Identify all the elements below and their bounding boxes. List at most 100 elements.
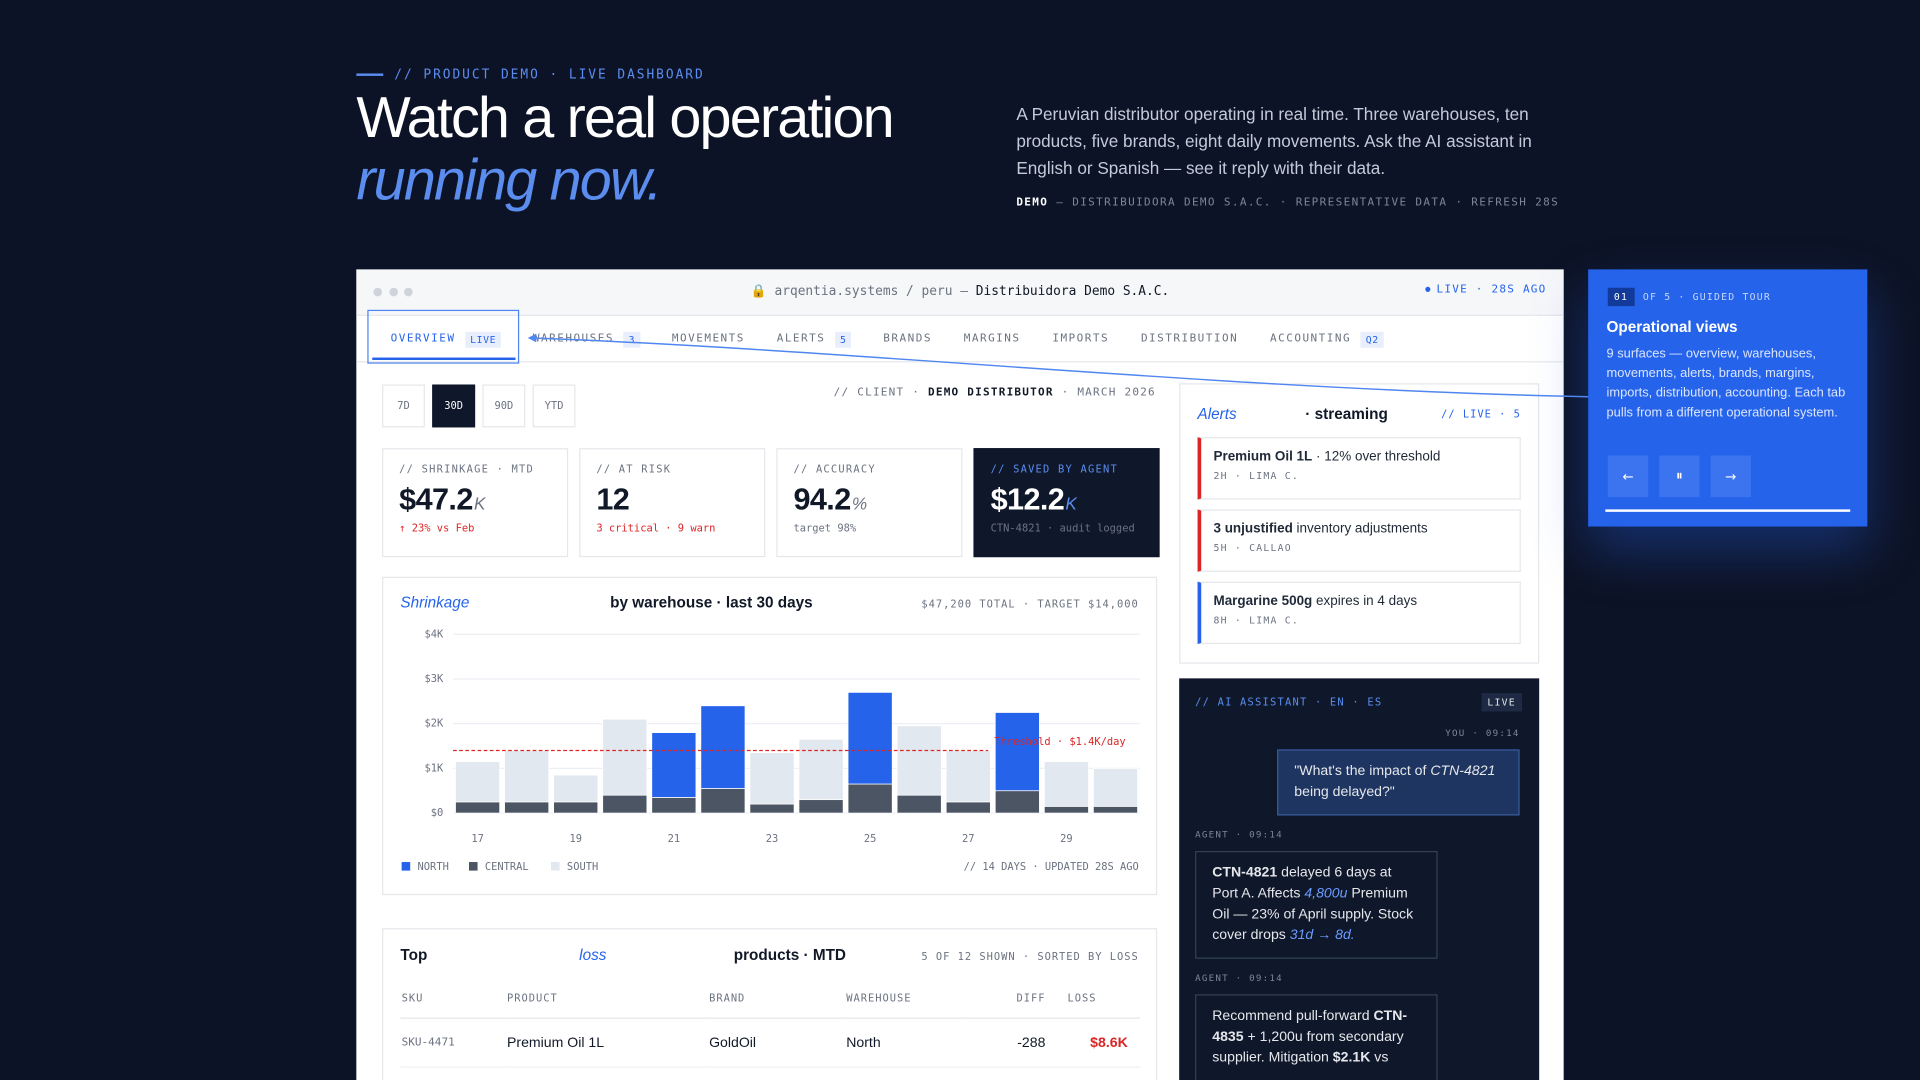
tab[interactable]: IMPORTS xyxy=(1052,333,1109,345)
table-body: SKU-4471 Premium Oil 1L GoldOil North -288 $8… xyxy=(400,1018,1140,1080)
bar-segment xyxy=(1093,767,1138,807)
table-cell: Central xyxy=(845,1067,965,1080)
bar-segment xyxy=(553,801,599,814)
message-meta: AGENT · 09:14 xyxy=(1195,972,1283,984)
text-run: delayed 6 days at Port A. Affects xyxy=(1212,865,1392,902)
bar-segment xyxy=(994,790,1040,814)
bar-segment xyxy=(798,738,844,801)
messages: YOU · 09:14 "What's the impact of CTN-482… xyxy=(1195,727,1520,1080)
text-run: Margarine 500g xyxy=(1213,593,1313,609)
assistant-header: // AI ASSISTANT · EN · ES xyxy=(1195,696,1383,709)
legend-swatch xyxy=(401,862,411,871)
tab[interactable]: DISTRIBUTION xyxy=(1141,333,1238,345)
kpi-value: 94.2 xyxy=(793,482,851,517)
kpi-card: // ACCURACY 94.2% target 98% xyxy=(776,448,963,558)
period-button[interactable]: 30D xyxy=(432,384,476,428)
x-tick-label: 19 xyxy=(569,833,582,845)
eyebrow: // PRODUCT DEMO · LIVE DASHBOARD xyxy=(356,67,704,82)
text-run: Premium Oil 1L xyxy=(1213,449,1313,465)
hero-title: Watch a real operation running now. xyxy=(356,86,993,211)
text-run: vs xyxy=(1370,1050,1389,1066)
message-bubble: "What's the impact of CTN-4821 being del… xyxy=(1277,749,1520,816)
kpi-row: // SHRINKAGE · MTD $47.2K ↑ 23% vs Feb // A… xyxy=(382,448,1160,558)
tab[interactable]: ACCOUNTING Q2 xyxy=(1270,331,1384,348)
tour-control[interactable]: ⏸ xyxy=(1659,455,1700,498)
kpi-value-row: 12 xyxy=(596,476,748,518)
alert-meta: 5H · CALLAO xyxy=(1213,542,1292,554)
alert-item[interactable]: Premium Oil 1L · 12% over threshold 2H · … xyxy=(1197,437,1521,500)
table-cell: SKU-4471 xyxy=(400,1018,506,1068)
table-cell: CasaGrande xyxy=(707,1067,846,1080)
alert-text: 3 unjustified inventory adjustments xyxy=(1213,522,1507,537)
tab-badge: LIVE xyxy=(465,331,502,348)
bar-segment xyxy=(896,794,942,814)
bar-segment xyxy=(1043,805,1089,814)
assistant-badge: LIVE xyxy=(1481,693,1523,712)
tour-highlight xyxy=(367,309,520,364)
legend-label: SOUTH xyxy=(567,861,598,873)
table-row: SKU-4471 Premium Oil 1L GoldOil North -288 $8… xyxy=(400,1018,1140,1068)
tab[interactable]: MOVEMENTS xyxy=(672,333,745,345)
meta-label: DEMO xyxy=(1016,197,1049,210)
tab-label: WAREHOUSES xyxy=(532,333,614,346)
loss-table: SKU PRODUCT BRAND WAREHOUSE DIFF LOSS SKU-4471… xyxy=(400,980,1140,1080)
tab-label: OVERVIEW xyxy=(390,333,456,346)
period-button[interactable]: 7D xyxy=(382,384,425,428)
tab-label: DISTRIBUTION xyxy=(1140,333,1239,346)
kpi-label: // AT RISK xyxy=(596,464,672,477)
x-tick-label: 21 xyxy=(668,833,681,845)
tour-control[interactable]: ← xyxy=(1607,455,1649,498)
tour-step-number: 01 xyxy=(1607,287,1635,307)
bar-segment xyxy=(700,788,746,814)
text-run: $2.1K xyxy=(1332,1050,1371,1066)
period-button[interactable]: YTD xyxy=(532,384,576,428)
bar-segment xyxy=(602,718,648,796)
kpi-card: // SHRINKAGE · MTD $47.2K ↑ 23% vs Feb xyxy=(382,448,569,558)
y-tick-label: $4K xyxy=(424,628,444,640)
kpi-label: // ACCURACY xyxy=(793,464,876,477)
tab[interactable]: BRANDS xyxy=(883,333,932,345)
message-bubble: Recommend pull-forward CTN-4835 + 1,200u… xyxy=(1195,994,1438,1080)
guided-tour: 01 OF 5 · GUIDED TOUR Operational views 9… xyxy=(1588,269,1868,527)
bar-segment xyxy=(749,803,795,814)
kpi-note: 3 critical · 9 warn xyxy=(596,522,716,536)
bar-segment xyxy=(945,750,991,803)
legend-label: CENTRAL xyxy=(485,861,529,873)
tab[interactable]: WAREHOUSES 3 xyxy=(532,331,641,348)
tab[interactable]: MARGINS xyxy=(964,333,1021,345)
title-plain: Watch a real operation xyxy=(356,84,894,150)
tab-badge: Q2 xyxy=(1360,331,1384,348)
x-tick-label: 29 xyxy=(1060,833,1073,845)
x-tick-label: 27 xyxy=(962,833,975,845)
bar-segment xyxy=(896,725,942,796)
kpi-value: 12 xyxy=(596,482,630,517)
text-run: expires in 4 days xyxy=(1312,593,1418,609)
text-run: CTN-4821 xyxy=(1430,764,1496,779)
tab-label: MARGINS xyxy=(963,333,1021,346)
alert-item[interactable]: Margarine 500g expires in 4 days 8H · LIM… xyxy=(1197,581,1521,645)
chart-footer: // 14 DAYS · UPDATED 28S AGO xyxy=(964,861,1139,873)
kpi-value: $12.2 xyxy=(990,482,1065,517)
tab[interactable]: ALERTS 5 xyxy=(777,331,852,348)
tab-label: MOVEMENTS xyxy=(671,333,745,346)
alert-item[interactable]: 3 unjustified inventory adjustments 5H · … xyxy=(1197,509,1521,572)
text-run: Premium Oil — 23% of April supply. Stock… xyxy=(1212,886,1414,943)
period-button[interactable]: 90D xyxy=(482,384,526,428)
table-cell: SKU-2218 xyxy=(400,1067,506,1080)
table-cell: North xyxy=(845,1018,965,1068)
chart-subtitle: $47,200 TOTAL · TARGET $14,000 xyxy=(921,598,1139,612)
alert-text: Margarine 500g expires in 4 days xyxy=(1213,594,1507,609)
chart-card: $0 $1K $2K $3K $4K 17 19 21 23 25 27 29 Threshold · … xyxy=(382,576,1158,896)
table-title-plain: Top xyxy=(400,946,428,964)
tabs: OVERVIEW LIVE WAREHOUSES 3 MOVEMENTS ALERTS 5 B… xyxy=(391,316,1564,363)
url-company: Distribuidora Demo S.A.C. xyxy=(975,284,1170,299)
kpi-value-row: 94.2% xyxy=(793,476,945,518)
message-meta: YOU · 09:14 xyxy=(1445,727,1520,739)
dashboard: 🔒 arqentia.systems / peru — Distribuidor… xyxy=(356,269,1564,1080)
tab[interactable]: OVERVIEW LIVE xyxy=(390,331,502,348)
kpi-value: $47.2 xyxy=(399,482,473,517)
bar-segment xyxy=(455,801,501,814)
tour-control[interactable]: → xyxy=(1710,455,1752,498)
text-run: Recommend pull-forward xyxy=(1212,1008,1374,1024)
